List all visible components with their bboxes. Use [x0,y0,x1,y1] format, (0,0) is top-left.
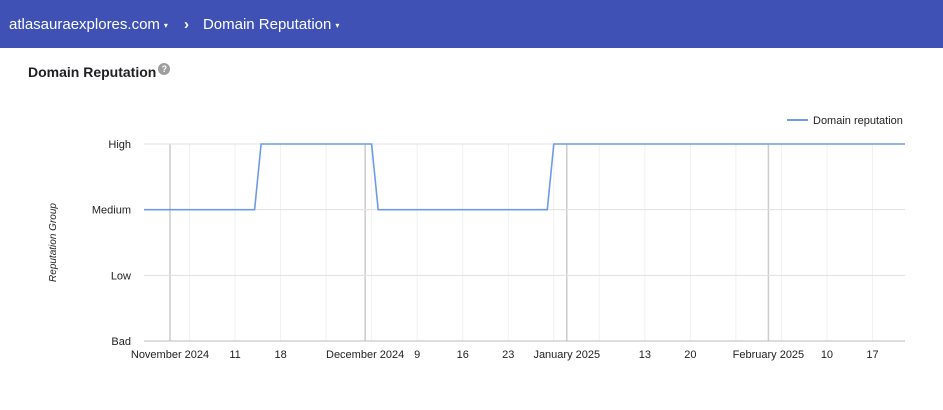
x-tick-label: 20 [684,349,696,361]
help-icon[interactable]: ? [158,63,171,75]
chart-legend[interactable]: Domain reputation [787,115,903,127]
x-tick-label: November 2024 [131,349,209,361]
chart-axes: Bad Low Medium High November 2024 11 18 Decembe… [48,139,879,361]
y-axis-title: Reputation Group [48,203,59,282]
domain-selector[interactable]: atlasauraexplores.com ▾ [9,16,168,33]
x-tick-label: 18 [274,349,286,361]
domain-selector-label: atlasauraexplores.com [9,15,160,33]
x-tick-label: 16 [457,349,469,361]
domain-reputation-chart: Bad Low Medium High November 2024 11 18 Decembe… [48,115,905,361]
y-tick-label: Low [111,270,131,282]
y-tick-label: Medium [92,205,131,217]
x-tick-label: 17 [866,349,878,361]
page-selector[interactable]: Domain Reputation ▾ [203,16,339,33]
x-tick-label: 23 [502,349,514,361]
chart-series [144,143,905,211]
legend-label: Domain reputation [813,115,903,127]
dropdown-caret-icon: ▾ [163,20,168,30]
x-tick-label: 11 [229,349,240,361]
x-tick-label: 13 [639,349,651,361]
series-line-domain-reputation[interactable] [144,143,905,211]
x-tick-label: February 2025 [733,349,805,361]
dropdown-caret-icon: ▾ [335,20,340,30]
page-selector-label: Domain Reputation [202,15,332,33]
card-title-text: Domain Reputation [28,64,157,80]
x-tick-label: January 2025 [533,349,600,361]
top-app-bar: atlasauraexplores.com ▾ › Domain Reputat… [0,0,943,48]
breadcrumb-separator-icon: › [183,15,189,33]
x-tick-label: 10 [821,349,833,361]
y-tick-label: High [108,139,131,151]
chart-grid [144,143,905,342]
x-tick-label: December 2024 [326,349,404,361]
card-title: Domain Reputation ? [28,63,171,80]
y-tick-label: Bad [111,336,131,348]
x-tick-label: 9 [414,349,420,361]
